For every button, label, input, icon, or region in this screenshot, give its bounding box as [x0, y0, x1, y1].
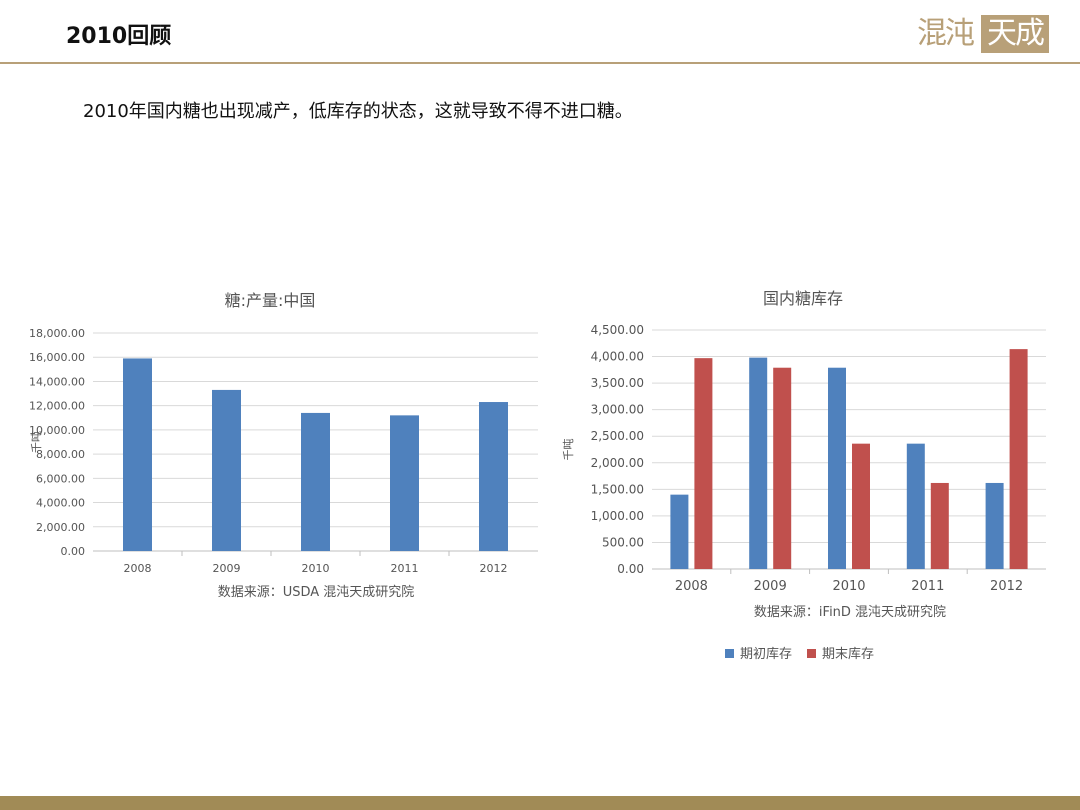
page-title: 2010回顾 [66, 24, 172, 49]
inventory-bar-2011-期末库存 [930, 482, 949, 569]
production-ytick-label: 0.00 [61, 545, 86, 558]
inventory-title: 国内糖库存 [763, 289, 843, 308]
inventory-source-note: 数据来源：iFinD 混沌天成研究院 [754, 605, 946, 620]
inventory-bar-2010-期末库存 [852, 443, 870, 569]
inventory-ytick-label: 500.00 [602, 535, 644, 549]
production-title: 糖:产量:中国 [225, 291, 316, 310]
production-ytick-label: 14,000.00 [29, 375, 85, 388]
inventory-xtick-label: 2009 [754, 579, 787, 594]
inventory-legend-swatch-1 [807, 649, 816, 658]
inventory-legend-label-0: 期初库存 [740, 646, 792, 662]
inventory-ylabel: 千吨 [562, 439, 575, 461]
header-divider [0, 62, 1080, 64]
company-logo: 混沌 天成 [913, 12, 1051, 56]
production-bar-2008 [123, 358, 152, 551]
inventory-legend-label-1: 期末库存 [822, 646, 874, 662]
inventory-ytick-label: 4,000.00 [591, 350, 644, 364]
inventory-ytick-label: 3,000.00 [591, 403, 644, 417]
inventory-xtick-label: 2012 [990, 579, 1023, 594]
production-ytick-label: 16,000.00 [29, 351, 85, 364]
production-xtick-label: 2010 [302, 562, 330, 575]
inventory-bar-2009-期末库存 [773, 367, 792, 569]
inventory-bar-2012-期末库存 [1009, 349, 1028, 569]
production-bar-2012 [479, 402, 508, 551]
production-ytick-label: 2,000.00 [36, 521, 85, 534]
inventory-xtick-label: 2008 [675, 579, 708, 594]
production-bar-2009 [212, 389, 241, 551]
inventory-legend-swatch-0 [725, 649, 734, 658]
inventory-ytick-label: 1,000.00 [591, 509, 644, 523]
inventory-xtick-label: 2011 [911, 579, 944, 594]
production-xtick-label: 2009 [213, 562, 241, 575]
intro-text: 2010年国内糖也出现减产，低库存的状态，这就导致不得不进口糖。 [83, 101, 633, 122]
inventory-ytick-label: 2,500.00 [591, 429, 644, 443]
production-xtick-label: 2008 [124, 562, 152, 575]
production-ytick-label: 6,000.00 [36, 472, 85, 485]
inventory-xtick-label: 2010 [832, 579, 865, 594]
production-bar-2010 [301, 412, 330, 551]
inventory-ytick-label: 4,500.00 [591, 323, 644, 337]
inventory-bar-2009-期初库存 [749, 357, 768, 569]
production-source-note: 数据来源：USDA 混沌天成研究院 [218, 585, 415, 600]
inventory-ytick-label: 1,500.00 [591, 482, 644, 496]
inventory-bar-2011-期初库存 [906, 443, 925, 569]
logo-mark-left: 混沌 [917, 16, 975, 51]
production-ylabel: 千吨 [30, 431, 43, 453]
production-ytick-label: 18,000.00 [29, 327, 85, 340]
production-ytick-label: 4,000.00 [36, 497, 85, 510]
production-ytick-label: 10,000.00 [29, 424, 85, 437]
inventory-bar-2010-期初库存 [828, 367, 846, 569]
production-xtick-label: 2011 [391, 562, 419, 575]
production-ytick-label: 12,000.00 [29, 400, 85, 413]
logo-mark-right: 天成 [981, 15, 1049, 53]
production-bar-2011 [390, 415, 419, 551]
inventory-ytick-label: 3,500.00 [591, 376, 644, 390]
inventory-bar-2012-期初库存 [985, 482, 1004, 569]
inventory-ytick-label: 2,000.00 [591, 456, 644, 470]
inventory-bar-2008-期初库存 [670, 494, 689, 569]
production-ytick-label: 8,000.00 [36, 448, 85, 461]
inventory-ytick-label: 0.00 [617, 562, 644, 576]
inventory-bar-2008-期末库存 [694, 358, 713, 569]
footer-bar [0, 796, 1080, 810]
production-xtick-label: 2012 [480, 562, 508, 575]
